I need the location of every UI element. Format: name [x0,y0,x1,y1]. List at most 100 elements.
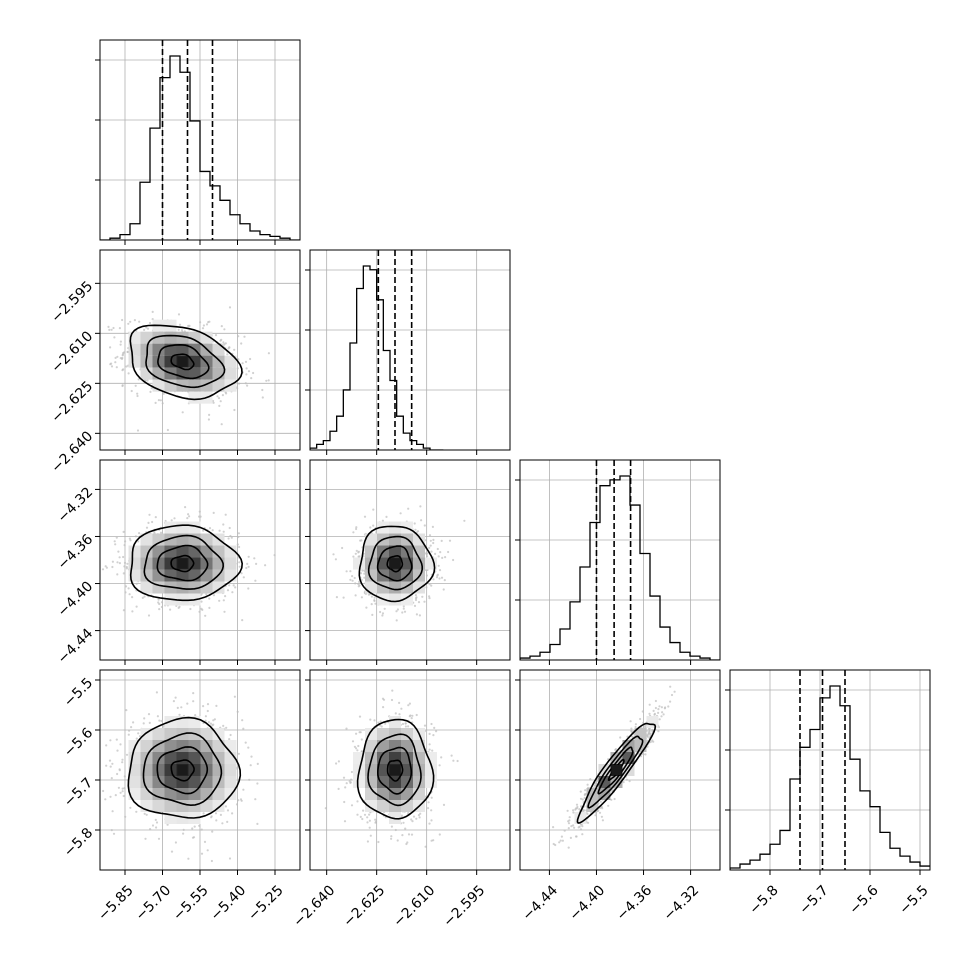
density-cell [164,740,177,752]
contour-3 [386,759,404,782]
scatter-point [361,569,364,572]
scatter-point [170,850,174,853]
scatter-point [136,394,139,398]
scatter-point [253,557,256,560]
scatter-point [105,566,108,569]
scatter-point [204,614,207,617]
scatter-point [421,595,424,598]
scatter-point [212,723,215,726]
scatter-point [345,570,348,573]
panel-plot-area [520,670,720,870]
scatter-point [137,732,140,735]
density-cell [164,331,177,344]
scatter-point [104,565,107,568]
density-cell [200,581,213,594]
scatter-point [158,608,161,611]
scatter-point [424,845,427,848]
density-cell [389,569,401,582]
scatter-point [144,837,147,840]
density-cell [389,581,401,594]
scatter-point [201,608,204,612]
scatter-point [145,813,148,816]
scatter-point [123,787,126,790]
scatter-point [121,758,124,761]
scatter-point [142,722,145,725]
scatter-point [363,515,367,518]
scatter-point [256,762,259,766]
scatter-point [228,526,231,530]
density-peak [177,356,188,367]
scatter-point [219,400,222,403]
scatter-point [248,778,251,781]
scatter-point [172,700,175,703]
scatter-point [146,327,150,330]
scatter-point [252,371,255,375]
scatter-point [221,822,224,825]
density-cell [164,800,177,812]
scatter-point [110,365,114,368]
scatter-point [249,764,252,767]
scatter-point [115,738,118,741]
scatter-point [358,580,361,584]
scatter-point [239,798,243,801]
scatter-point [136,429,140,432]
scatter-point [122,555,125,559]
scatter-point [200,593,203,597]
scatter-point [119,791,122,794]
scatter-point [431,525,434,529]
density-cell [164,764,177,776]
scatter-point [154,818,157,822]
scatter-point [128,729,131,732]
scatter-point [234,586,237,589]
scatter-point [224,513,227,516]
scatter-point [153,530,156,534]
scatter-point [436,573,439,576]
scatter-point [219,813,222,817]
density-cell [176,776,189,788]
scatter-point [112,326,115,330]
density-cell [164,521,177,534]
density-blocks [128,521,237,606]
density-cell [176,752,189,764]
scatter-point [231,812,234,815]
scatter-point [237,382,241,385]
scatter-point [360,750,364,753]
scatter-point [115,366,118,369]
scatter-point [411,714,414,717]
scatter-point [110,777,113,780]
scatter-point [423,524,426,527]
scatter-point [202,705,205,708]
scatter-point [220,338,223,341]
contour-1 [367,535,423,591]
scatter-point [355,549,358,552]
scatter-point [357,550,360,553]
scatter-point [407,812,410,815]
scatter-point [222,341,225,344]
scatter-point [158,719,161,722]
density-cell [425,776,437,788]
scatter-point [181,411,184,414]
scatter-point [428,732,431,736]
density-cell [176,343,189,356]
scatter-point [428,597,431,600]
scatter-point [373,719,376,722]
density-cell [152,545,165,558]
scatter-point [117,786,120,789]
scatter-point [401,722,405,726]
scatter-point [129,539,132,542]
density-cell [389,521,401,534]
scatter-point [199,515,202,518]
scatter-point [221,394,224,397]
scatter-point [119,357,122,360]
scatter-point [456,759,459,763]
scatter-point [228,306,232,309]
scatter-point [108,759,112,762]
density-cell [353,776,365,788]
scatter-point [166,823,169,826]
scatter-point [105,744,108,747]
scatter-point [127,322,130,325]
density-cell [140,764,153,776]
contour-1 [367,733,422,807]
scatter-point [114,543,117,546]
scatter-point [657,708,660,711]
